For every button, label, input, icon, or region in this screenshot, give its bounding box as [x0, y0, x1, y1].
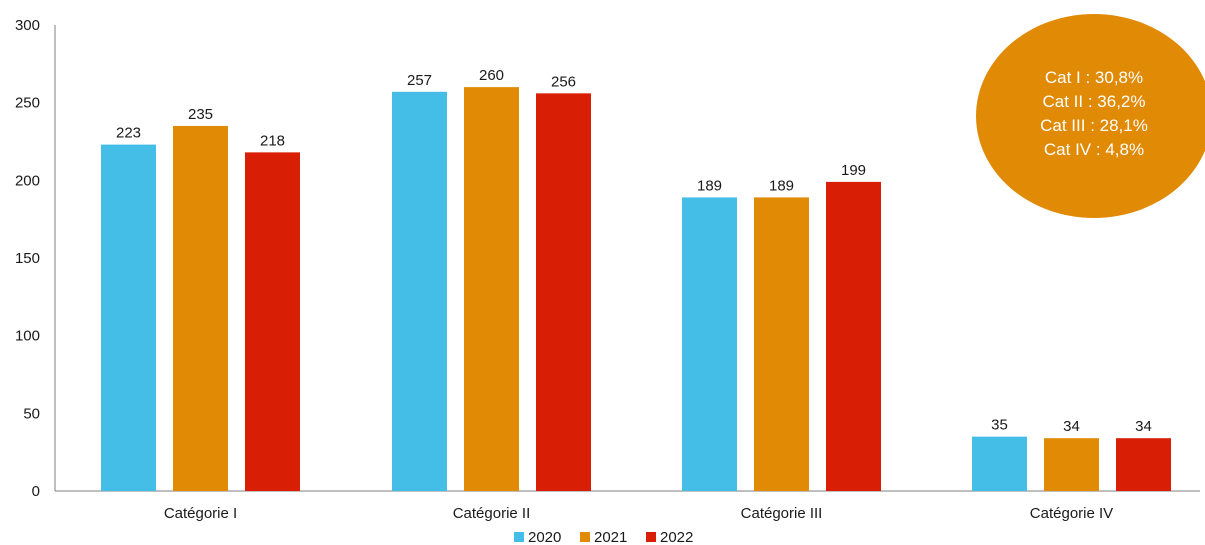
data-label: 235 [188, 106, 213, 123]
data-label: 34 [1063, 418, 1080, 435]
bar-2020 [392, 91, 447, 491]
legend-swatch [646, 532, 656, 542]
y-tick-label: 0 [32, 483, 40, 500]
y-tick-label: 200 [15, 172, 40, 189]
bar-2022 [826, 181, 881, 492]
category-label: Catégorie III [741, 505, 823, 522]
y-tick-label: 100 [15, 328, 40, 345]
annotation-line: Cat II : 36,2% [1043, 92, 1146, 111]
bars [101, 87, 1171, 492]
legend-label: 2020 [528, 529, 561, 545]
annotation-line: Cat IV : 4,8% [1044, 140, 1144, 159]
data-label: 34 [1135, 418, 1152, 435]
bar-2020 [682, 197, 737, 492]
category-label: Catégorie II [453, 505, 531, 522]
data-labels: 223 235 218 257 260 256 189 189 199 35 34 34 [116, 67, 1152, 435]
legend: 2020 2021 2022 [514, 529, 693, 545]
data-label: 189 [697, 177, 722, 194]
legend-label: 2022 [660, 529, 693, 545]
y-tick-label: 50 [23, 405, 40, 422]
bar-2021 [754, 197, 809, 492]
data-label: 218 [260, 132, 285, 149]
legend-swatch [580, 532, 590, 542]
data-label: 223 [116, 125, 141, 142]
bar-2021 [173, 125, 228, 491]
annotation-line: Cat I : 30,8% [1045, 68, 1143, 87]
data-label: 35 [991, 417, 1008, 434]
data-label: 257 [407, 72, 432, 89]
y-axis-ticks: 0 50 100 150 200 250 300 [15, 17, 40, 500]
y-tick-label: 300 [15, 17, 40, 34]
y-tick-label: 250 [15, 95, 40, 112]
annotation-ellipse [976, 14, 1205, 218]
data-label: 199 [841, 162, 866, 179]
data-label: 256 [551, 73, 576, 90]
bar-2022 [245, 152, 300, 491]
bar-2021 [464, 87, 519, 491]
bar-2020 [972, 436, 1027, 491]
category-label: Catégorie I [164, 505, 237, 522]
bar-2020 [101, 144, 156, 491]
annotation-line: Cat III : 28,1% [1040, 116, 1148, 135]
category-labels: Catégorie I Catégorie II Catégorie III Caté… [164, 505, 1113, 522]
data-label: 189 [769, 177, 794, 194]
bar-2022 [536, 93, 591, 491]
category-label: Catégorie IV [1030, 505, 1113, 522]
y-tick-label: 150 [15, 250, 40, 267]
bar-2021 [1044, 438, 1099, 491]
bar-2022 [1116, 438, 1171, 491]
data-label: 260 [479, 67, 504, 84]
legend-swatch [514, 532, 524, 542]
annotation-bubble: Cat I : 30,8% Cat II : 36,2% Cat III : 28,… [976, 14, 1205, 218]
legend-label: 2021 [594, 529, 627, 545]
